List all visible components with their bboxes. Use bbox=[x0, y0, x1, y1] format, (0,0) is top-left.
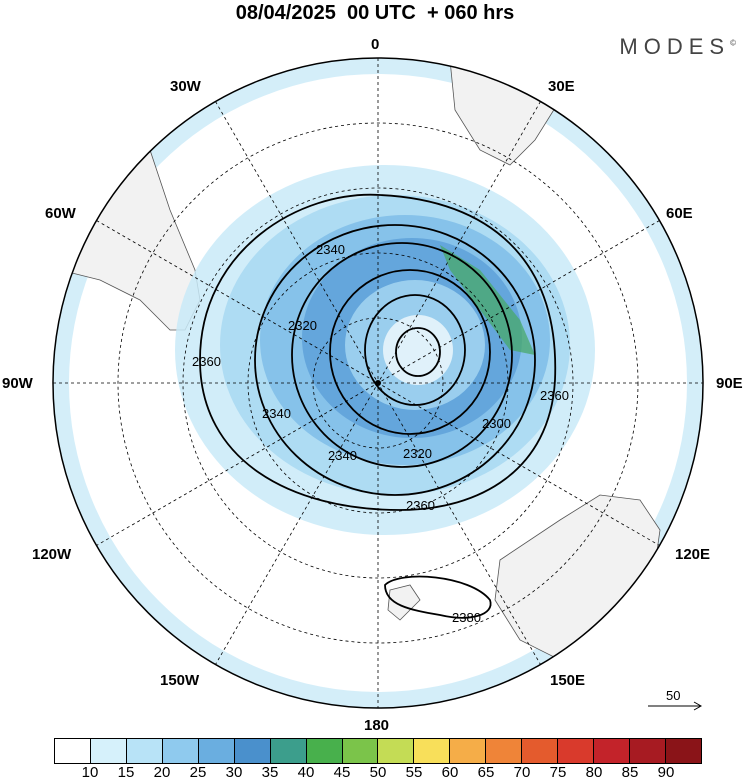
colorbar-tick-label: 75 bbox=[549, 764, 567, 781]
colorbar-tick-label: 20 bbox=[153, 764, 171, 781]
reference-vector: 50 bbox=[646, 688, 706, 718]
colorbar-cell bbox=[342, 739, 379, 763]
longitude-label-90e: 90E bbox=[716, 375, 743, 392]
colorbar-cell bbox=[486, 739, 523, 763]
contour-label: 2320 bbox=[403, 446, 432, 461]
colorbar-cell bbox=[270, 739, 307, 763]
contour-label: 2340 bbox=[262, 406, 291, 421]
longitude-label-30e: 30E bbox=[548, 78, 575, 95]
colorbar-cell bbox=[234, 739, 271, 763]
colorbar-tick-label: 50 bbox=[369, 764, 387, 781]
colorbar-tick-label: 30 bbox=[225, 764, 243, 781]
colorbar-cell bbox=[450, 739, 487, 763]
colorbar-cell bbox=[55, 739, 91, 763]
modes-logo: MODES© bbox=[619, 34, 736, 59]
colorbar-cell bbox=[162, 739, 199, 763]
colorbar-cell bbox=[90, 739, 127, 763]
colorbar-cell bbox=[198, 739, 235, 763]
colorbar bbox=[54, 738, 702, 764]
colorbar-cell bbox=[665, 739, 701, 763]
contour-label: 2320 bbox=[288, 318, 317, 333]
colorbar-tick-label: 35 bbox=[261, 764, 279, 781]
colorbar-tick-label: 15 bbox=[117, 764, 135, 781]
longitude-label-30w: 30W bbox=[170, 78, 201, 95]
colorbar-tick-label: 65 bbox=[477, 764, 495, 781]
map-boundary bbox=[52, 57, 704, 709]
colorbar-tick-label: 90 bbox=[657, 764, 675, 781]
wind-speed-shading bbox=[175, 165, 595, 535]
colorbar-tick-label: 25 bbox=[189, 764, 207, 781]
colorbar-cell bbox=[378, 739, 415, 763]
colorbar-tick-label: 60 bbox=[441, 764, 459, 781]
new-zealand-land bbox=[387, 584, 421, 621]
longitude-label-0: 0 bbox=[371, 36, 380, 53]
colorbar-cell bbox=[126, 739, 163, 763]
longitude-label-120w: 120W bbox=[32, 546, 72, 563]
contour-label: 2380 bbox=[452, 610, 481, 625]
longitude-label-90w: 90W bbox=[2, 375, 33, 392]
reference-vector-label: 50 bbox=[666, 688, 681, 703]
colorbar-cell bbox=[558, 739, 595, 763]
colorbar-cell bbox=[414, 739, 451, 763]
contour-label: 2300 bbox=[482, 416, 511, 431]
colorbar-cell bbox=[594, 739, 630, 763]
colorbar-tick-label: 80 bbox=[585, 764, 603, 781]
contour-label: 2340 bbox=[316, 242, 345, 257]
colorbar-tick-label: 70 bbox=[513, 764, 531, 781]
south-pole-marker bbox=[375, 380, 381, 386]
contour-label: 2360 bbox=[192, 354, 221, 369]
longitude-label-150e: 150E bbox=[550, 672, 586, 689]
colorbar-cell bbox=[522, 739, 559, 763]
contour-label: 2360 bbox=[406, 498, 435, 513]
longitude-label-150w: 150W bbox=[160, 672, 200, 689]
longitude-label-180: 180 bbox=[364, 717, 390, 734]
colorbar-tick-label: 40 bbox=[297, 764, 315, 781]
colorbar-tick-label: 55 bbox=[405, 764, 423, 781]
longitude-label-60e: 60E bbox=[666, 205, 693, 222]
colorbar-cell bbox=[630, 739, 666, 763]
contour-label: 2340 bbox=[328, 448, 357, 463]
contour-label: 2360 bbox=[540, 388, 569, 403]
colorbar-cell bbox=[306, 739, 343, 763]
longitude-label-120e: 120E bbox=[675, 546, 711, 563]
colorbar-tick-label: 45 bbox=[333, 764, 351, 781]
map-disc bbox=[53, 58, 703, 708]
colorbar-tick-label: 10 bbox=[81, 764, 99, 781]
chart-title: 08/04/2025 00 UTC + 060 hrs bbox=[235, 2, 515, 24]
colorbar-tick-label: 85 bbox=[621, 764, 639, 781]
longitude-label-60w: 60W bbox=[45, 205, 76, 222]
